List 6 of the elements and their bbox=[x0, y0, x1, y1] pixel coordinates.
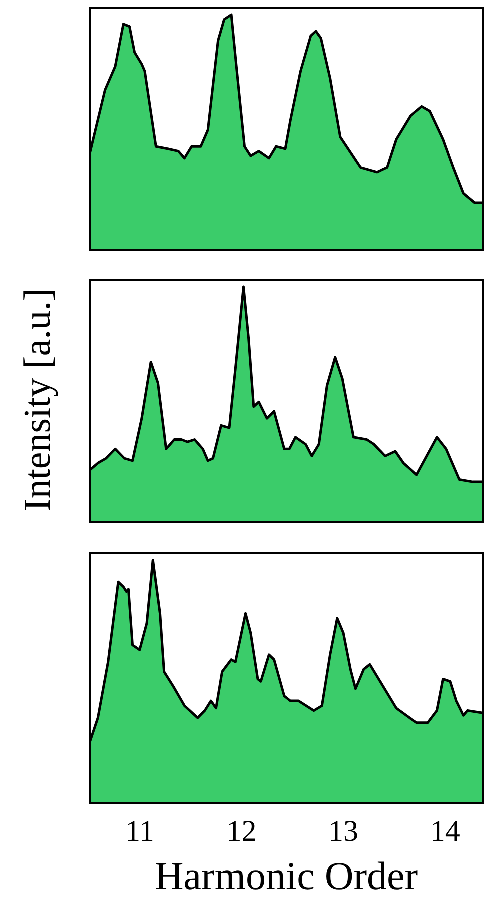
x-tick-label: 12 bbox=[226, 814, 257, 848]
x-axis-title: Harmonic Order bbox=[154, 854, 418, 898]
x-tick-label: 14 bbox=[430, 814, 460, 848]
x-tick-label: 13 bbox=[328, 814, 359, 848]
x-tick-label: 11 bbox=[125, 814, 154, 848]
y-axis-title: Intensity [a.u.] bbox=[16, 288, 60, 512]
